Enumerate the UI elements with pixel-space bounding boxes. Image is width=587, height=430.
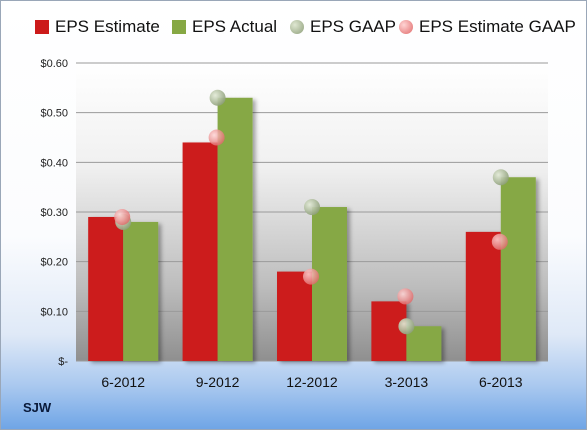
y-tick-label: $0.50 (40, 108, 68, 120)
legend-label-eps-gaap: EPS GAAP (310, 17, 396, 36)
y-axis-ticks: $- $0.10 $0.20 $0.30 $0.40 $0.50 $0.60 (40, 58, 68, 368)
bar-eps-estimate (88, 216, 124, 361)
marker-eps-estimate-gaap (397, 288, 414, 305)
legend-item-eps-estimate: EPS Estimate (35, 17, 160, 37)
legend-item-eps-gaap: EPS GAAP (290, 17, 396, 37)
bar-eps-actual (312, 207, 347, 361)
legend-label-eps-estimate-gaap: EPS Estimate GAAP (419, 17, 576, 36)
marker-eps-gaap (304, 199, 320, 216)
x-tick-label: 3-2013 (385, 374, 429, 390)
y-tick-label: $0.30 (40, 207, 68, 219)
y-tick-label: $0.40 (40, 157, 68, 169)
y-tick-label: $0.20 (40, 257, 68, 269)
legend-label-eps-estimate: EPS Estimate (55, 17, 160, 36)
legend-swatch-eps-estimate (35, 20, 49, 34)
x-tick-label: 12-2012 (286, 374, 338, 390)
x-tick-label: 6-2013 (479, 374, 523, 390)
y-tick-label: $0.10 (40, 306, 68, 318)
marker-eps-gaap (492, 169, 509, 186)
marker-eps-estimate-gaap (114, 208, 131, 225)
marker-eps-gaap (209, 89, 226, 106)
bars (88, 97, 536, 362)
legend-marker-eps-estimate-gaap (399, 20, 413, 34)
company-label: SJW (23, 400, 52, 415)
legend: EPS Estimate EPS Actual EPS GAAP EPS Est… (1, 17, 586, 43)
legend-item-eps-actual: EPS Actual (172, 17, 277, 37)
y-tick-label: $0.60 (40, 58, 68, 70)
marker-eps-estimate-gaap (303, 268, 319, 285)
marker-eps-gaap (398, 318, 415, 335)
x-tick-label: 9-2012 (196, 374, 240, 390)
bar-eps-estimate (182, 142, 218, 361)
x-axis-ticks: 6-2012 9-2012 12-2012 3-2013 6-2013 (101, 374, 522, 390)
markers (114, 89, 509, 335)
legend-marker-eps-gaap (290, 20, 304, 34)
legend-swatch-eps-actual (172, 20, 186, 34)
legend-item-eps-estimate-gaap: EPS Estimate GAAP (399, 17, 576, 37)
bar-eps-actual (500, 177, 536, 361)
legend-label-eps-actual: EPS Actual (192, 17, 278, 36)
x-tick-label: 6-2012 (101, 374, 145, 390)
y-tick-label: $- (58, 356, 68, 368)
bar-eps-actual (123, 221, 159, 361)
marker-eps-estimate-gaap (208, 129, 225, 146)
marker-eps-estimate-gaap (491, 233, 508, 250)
bar-eps-estimate (277, 271, 312, 361)
bar-eps-actual (406, 326, 442, 361)
bar-eps-estimate (465, 231, 501, 361)
